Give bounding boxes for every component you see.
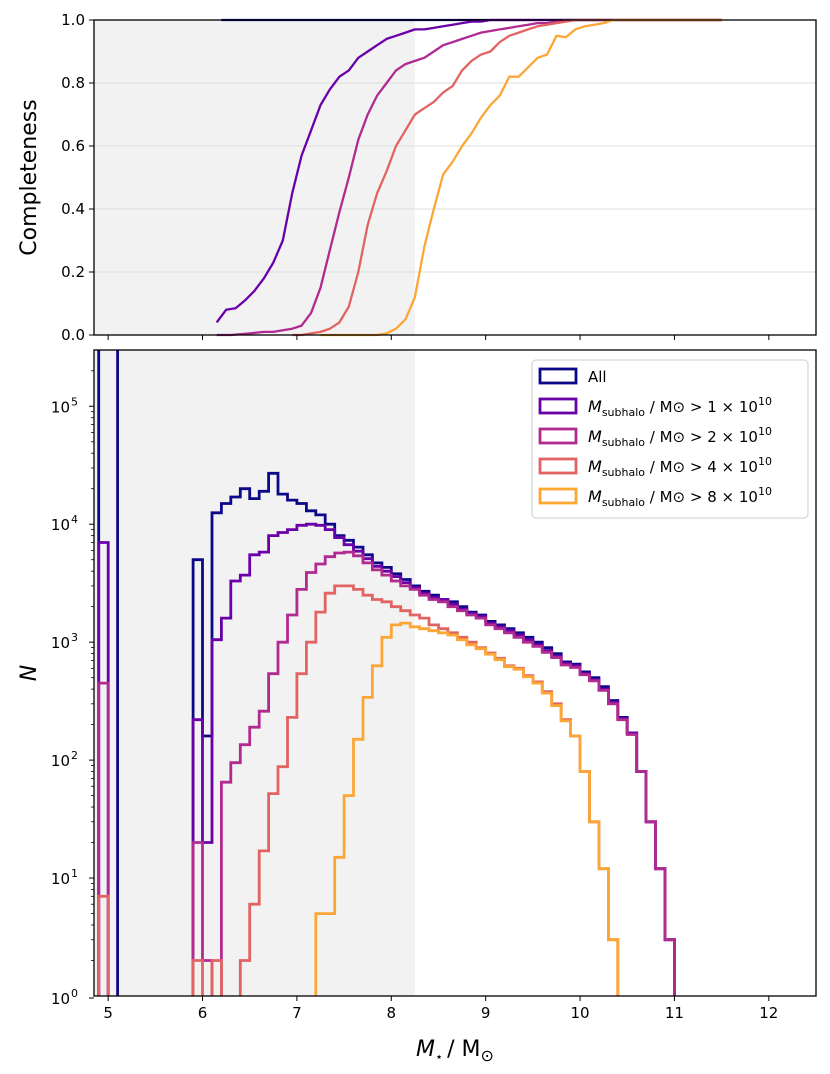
top-ytick-label: 0.4 <box>61 200 85 218</box>
bottom-ytick-label: 10 <box>51 398 70 416</box>
bottom-axes-frame <box>93 349 817 997</box>
bottom-xtick-label: 9 <box>481 1004 491 1022</box>
top-ytick-label: 0.8 <box>61 74 85 92</box>
bottom-xtick-label: 10 <box>571 1004 590 1022</box>
top-ticks: 0.0 0.2 0.4 0.6 0.8 1.0 <box>61 11 770 344</box>
legend-swatch <box>538 427 578 445</box>
bottom-xtick-label: 11 <box>665 1004 684 1022</box>
bottom-xtick-label: 5 <box>103 1004 113 1022</box>
bottom-ytick-exponent: 3 <box>71 631 78 644</box>
top-ytick-label: 0.6 <box>61 137 85 155</box>
n-axis-title: N <box>17 665 42 681</box>
bottom-shaded-region <box>94 350 415 996</box>
legend-label: All <box>588 368 607 386</box>
histogram-series <box>97 350 676 996</box>
legend-label: Msubhalo / M⊙ > 2 × 1010 <box>588 425 772 449</box>
bottom-ytick-exponent: 2 <box>71 749 78 762</box>
bottom-ytick-exponent: 5 <box>71 395 78 408</box>
histogram-step <box>97 550 676 996</box>
bottom-ytick-label: 10 <box>51 990 70 1008</box>
bottom-ytick-label: 10 <box>51 752 70 770</box>
completeness-panel: 0.0 0.2 0.4 0.6 0.8 1.0 Completeness <box>17 11 817 344</box>
top-ytick-label: 0.0 <box>61 326 85 344</box>
stellar-mass-axis-title: M⋆ / M⊙ <box>416 1037 494 1065</box>
completeness-axis-title: Completeness <box>17 99 42 255</box>
top-ytick-label: 0.2 <box>61 263 85 281</box>
top-axes-frame <box>93 19 817 336</box>
legend: All Msubhalo / M⊙ > 1 × 1010 Msubhalo / M⊙… <box>531 359 809 519</box>
legend-swatch <box>538 457 578 475</box>
bottom-ytick-label: 10 <box>51 870 70 888</box>
bottom-ytick-label: 10 <box>51 516 70 534</box>
bottom-ytick-exponent: 0 <box>71 987 78 1000</box>
top-ytick-label: 1.0 <box>61 11 85 29</box>
legend-label: Msubhalo / M⊙ > 8 × 1010 <box>588 485 772 509</box>
bottom-xtick-label: 8 <box>387 1004 397 1022</box>
top-shaded-region <box>94 20 415 335</box>
legend-label: Msubhalo / M⊙ > 1 × 1010 <box>588 395 772 419</box>
bottom-ytick-label: 10 <box>51 634 70 652</box>
legend-swatch <box>538 397 578 415</box>
xlabel-symbol: M <box>416 1037 435 1062</box>
legend-swatch <box>538 367 578 385</box>
legend-swatch <box>538 487 578 505</box>
xlabel-unit: / M <box>447 1037 480 1062</box>
xlabel-star: ⋆ <box>435 1050 443 1065</box>
xlabel-sun: ⊙ <box>481 1046 494 1065</box>
bottom-ytick-exponent: 1 <box>71 867 78 880</box>
legend-box <box>531 359 809 519</box>
bottom-xtick-label: 7 <box>292 1004 302 1022</box>
histogram-step <box>314 621 620 996</box>
bottom-ytick-exponent: 4 <box>71 513 78 526</box>
bottom-xtick-label: 6 <box>198 1004 208 1022</box>
bottom-xtick-label: 12 <box>759 1004 778 1022</box>
legend-label: Msubhalo / M⊙ > 4 × 1010 <box>588 455 772 479</box>
